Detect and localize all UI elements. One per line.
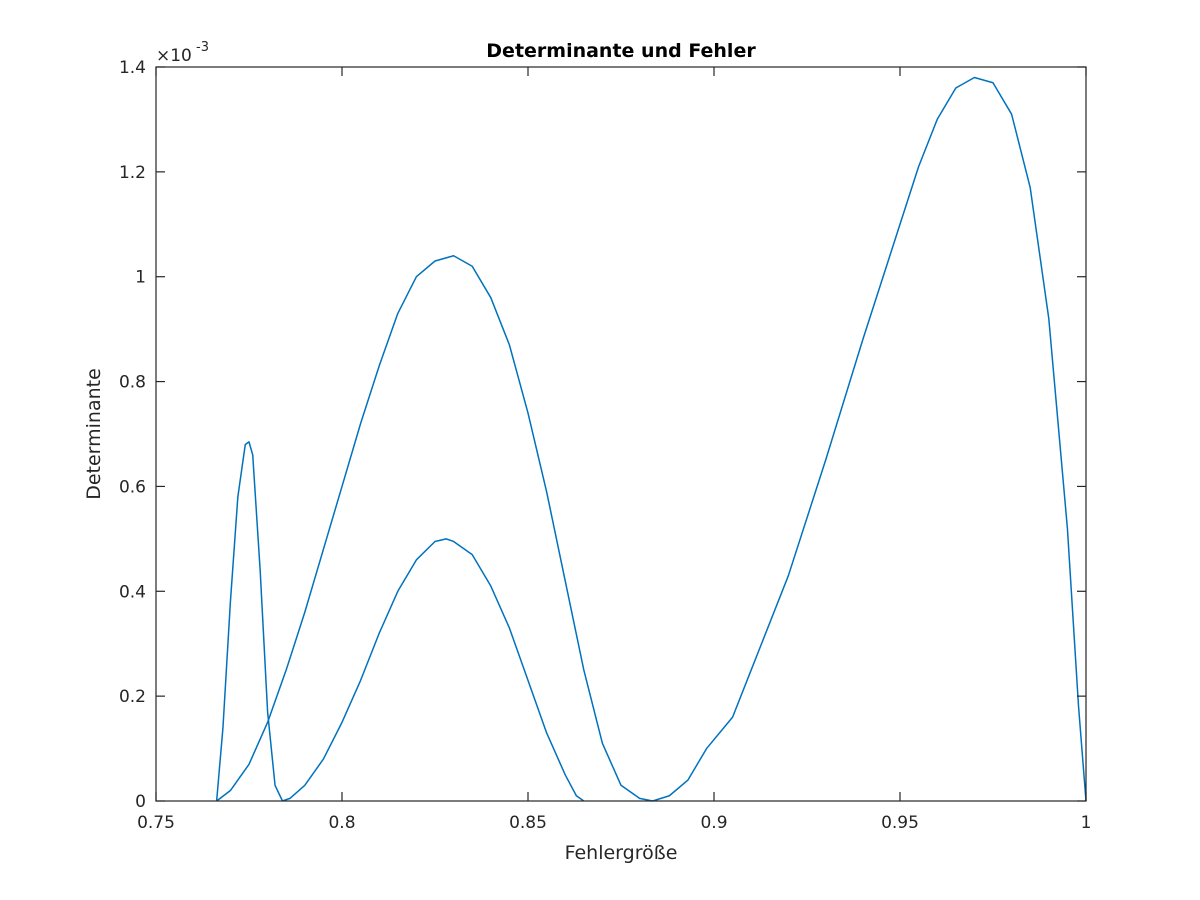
y-axis-ticks: 0 0.2 0.4 0.6 0.8 1 1.2 1.4 — [119, 58, 1086, 812]
x-tick-label: 0.8 — [328, 813, 355, 833]
y-tick-label: 0.2 — [119, 687, 146, 707]
x-tick-label: 0.85 — [509, 813, 547, 833]
series-line-3 — [282, 538, 585, 802]
x-tick-label: 1 — [1081, 813, 1092, 833]
y-tick-label: 0.6 — [119, 477, 146, 497]
y-axis-exponent-base: ×10 — [156, 46, 192, 66]
series-line-1 — [215, 441, 284, 802]
y-tick-label: 0.8 — [119, 373, 146, 393]
y-axis-exponent-power: -3 — [196, 40, 209, 55]
x-tick-label: 0.75 — [137, 813, 175, 833]
x-tick-label: 0.9 — [700, 813, 727, 833]
y-tick-label: 1 — [135, 268, 146, 288]
y-tick-label: 1.2 — [119, 163, 146, 183]
y-axis-exponent: ×10 -3 — [156, 40, 209, 66]
chart-title: Determinante und Fehler — [486, 40, 756, 62]
axes-frame — [155, 66, 1087, 802]
x-axis-ticks: 0.75 0.8 0.85 0.9 0.95 1 — [137, 67, 1091, 833]
series-layer — [215, 76, 1087, 802]
y-axis-label: Determinante — [83, 368, 105, 500]
plot-area — [156, 67, 1086, 801]
axes-box — [155, 66, 1087, 802]
series-line-2 — [216, 76, 1087, 802]
y-tick-label: 1.4 — [119, 58, 146, 78]
y-tick-label: 0.4 — [119, 582, 146, 602]
x-axis-label: Fehlergröße — [565, 842, 678, 864]
x-tick-label: 0.95 — [881, 813, 919, 833]
y-tick-label: 0 — [135, 792, 146, 812]
